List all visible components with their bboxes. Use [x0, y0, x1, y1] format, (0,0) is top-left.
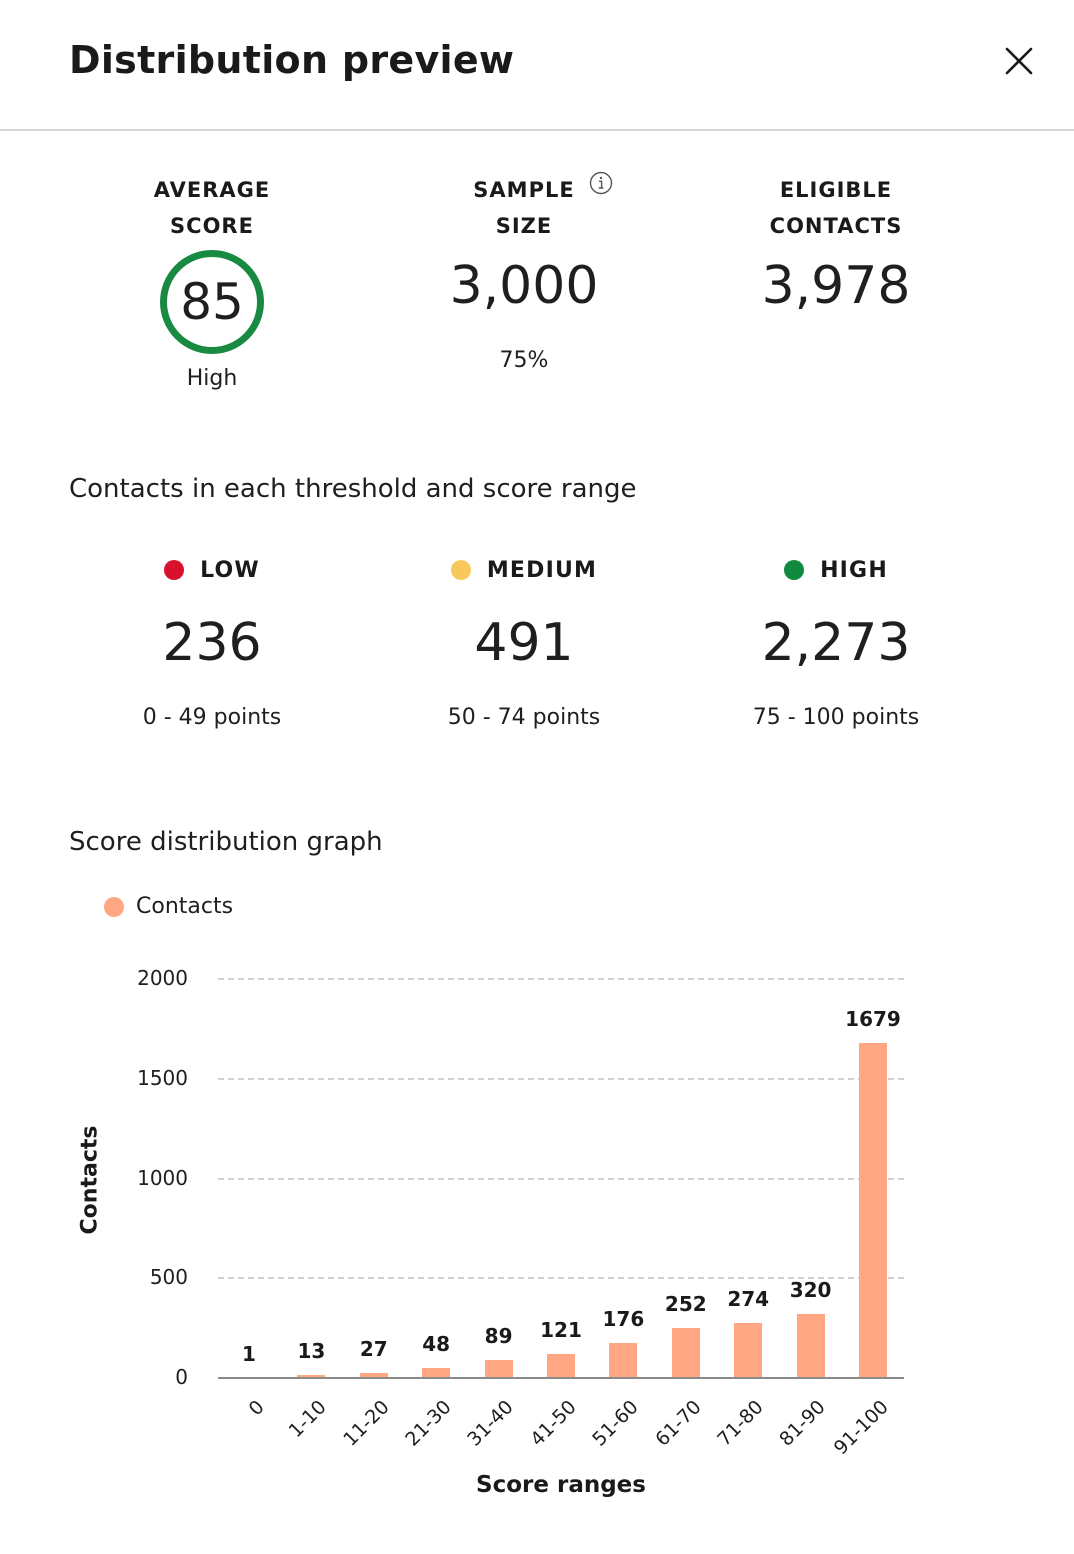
- bar-value-label: 27: [359, 1336, 388, 1361]
- x-tick-label: 51-60: [588, 1396, 643, 1451]
- bar-value-label: 274: [727, 1287, 770, 1312]
- eligible-contacts-stat: ELIGIBLE CONTACTS 3,978: [706, 172, 966, 316]
- bar[interactable]: [484, 1360, 513, 1378]
- score-ring: 85: [160, 250, 264, 354]
- gridline: [218, 1177, 904, 1180]
- thresholds-title: Contacts in each threshold and score ran…: [69, 474, 637, 504]
- info-icon[interactable]: [589, 171, 613, 195]
- medium-dot-icon: [450, 560, 471, 580]
- x-axis-line: [218, 1377, 904, 1379]
- y-tick-label: 0: [175, 1365, 188, 1389]
- bar-value-label: 121: [540, 1317, 582, 1342]
- tier-medium-label: MEDIUM: [486, 557, 598, 583]
- bar[interactable]: [297, 1375, 326, 1378]
- bar[interactable]: [359, 1372, 388, 1378]
- y-tick-label: 500: [149, 1265, 188, 1290]
- tier-low: LOW 236 0 - 49 points: [82, 555, 342, 731]
- y-tick-label: 1500: [137, 1065, 188, 1090]
- average-score-label-line1: AVERAGE: [153, 178, 271, 202]
- tier-high-range: 75 - 100 points: [752, 705, 920, 730]
- x-axis-label: Score ranges: [476, 1472, 646, 1498]
- low-dot-icon: [164, 560, 185, 580]
- close-button[interactable]: [1000, 42, 1038, 80]
- bar[interactable]: [609, 1342, 638, 1378]
- legend-label: Contacts: [136, 894, 234, 919]
- x-tick-label: 71-80: [713, 1396, 768, 1451]
- average-score-label-line2: SCORE: [170, 214, 254, 238]
- eligible-contacts-label-line2: CONTACTS: [769, 214, 903, 238]
- tier-high: HIGH 2,273 75 - 100 points: [706, 555, 966, 731]
- gridline: [218, 978, 904, 980]
- sample-size-label-line2: SIZE: [495, 214, 553, 238]
- gridline: [218, 1277, 904, 1280]
- x-tick-label: 31-40: [463, 1396, 519, 1451]
- y-tick-label: 2000: [137, 966, 188, 990]
- high-dot-icon: [784, 560, 805, 580]
- x-tick-label: 21-30: [401, 1396, 456, 1451]
- tier-low-value: 236: [162, 613, 262, 673]
- page-title: Distribution preview: [69, 38, 515, 82]
- tier-high-value: 2,273: [761, 613, 911, 673]
- bar[interactable]: [422, 1368, 451, 1378]
- graph-title: Score distribution graph: [69, 827, 383, 857]
- y-tick-label: 1000: [137, 1165, 188, 1190]
- bar-value-label: 320: [789, 1278, 832, 1303]
- eligible-contacts-label-line1: ELIGIBLE: [779, 178, 893, 202]
- tier-medium-range: 50 - 74 points: [447, 705, 601, 730]
- legend-dot-icon: [104, 896, 124, 917]
- bar-value-label: 252: [664, 1291, 707, 1316]
- x-tick-label: 1-10: [284, 1396, 331, 1443]
- x-tick-label: 81-90: [775, 1396, 831, 1451]
- x-tick-label: 91-100: [829, 1396, 893, 1460]
- y-axis-label: Contacts: [77, 1125, 103, 1235]
- bar[interactable]: [859, 1043, 887, 1378]
- x-tick-label: 11-20: [338, 1396, 394, 1451]
- chart-legend[interactable]: Contacts: [104, 894, 233, 919]
- x-tick-label: 61-70: [650, 1396, 706, 1451]
- x-tick-label: 0: [244, 1396, 269, 1421]
- gridline: [218, 1077, 904, 1080]
- bar[interactable]: [671, 1327, 700, 1378]
- sample-size-stat: SAMPLE SIZE 3,000 75%: [394, 172, 654, 373]
- bar[interactable]: [547, 1353, 575, 1378]
- average-score-value: 85: [180, 273, 244, 331]
- tier-low-range: 0 - 49 points: [142, 705, 282, 730]
- eligible-contacts-value: 3,978: [761, 256, 911, 316]
- close-icon: [1005, 47, 1033, 75]
- bar-value-label: 1679: [845, 1007, 901, 1032]
- bar[interactable]: [796, 1314, 825, 1378]
- panel-header: Distribution preview: [0, 0, 1074, 131]
- bar-value-label: 48: [422, 1332, 451, 1357]
- tier-low-label: LOW: [200, 557, 260, 583]
- tier-medium-value: 491: [474, 613, 574, 673]
- average-score-stat: AVERAGE SCORE 85 High: [82, 172, 342, 391]
- x-tick-label: 41-50: [525, 1396, 581, 1451]
- average-score-tier: High: [186, 366, 238, 391]
- sample-size-percent: 75%: [499, 348, 549, 373]
- bar-value-label: 1: [242, 1341, 256, 1366]
- sample-size-label-line1: SAMPLE: [473, 178, 575, 202]
- tier-medium: MEDIUM 491 50 - 74 points: [394, 555, 654, 731]
- sample-size-value: 3,000: [449, 256, 599, 316]
- tier-high-label: HIGH: [820, 557, 888, 583]
- bar-value-label: 13: [297, 1339, 326, 1364]
- bar[interactable]: [734, 1323, 763, 1378]
- bar-value-label: 176: [602, 1306, 645, 1331]
- bar-value-label: 89: [484, 1324, 513, 1349]
